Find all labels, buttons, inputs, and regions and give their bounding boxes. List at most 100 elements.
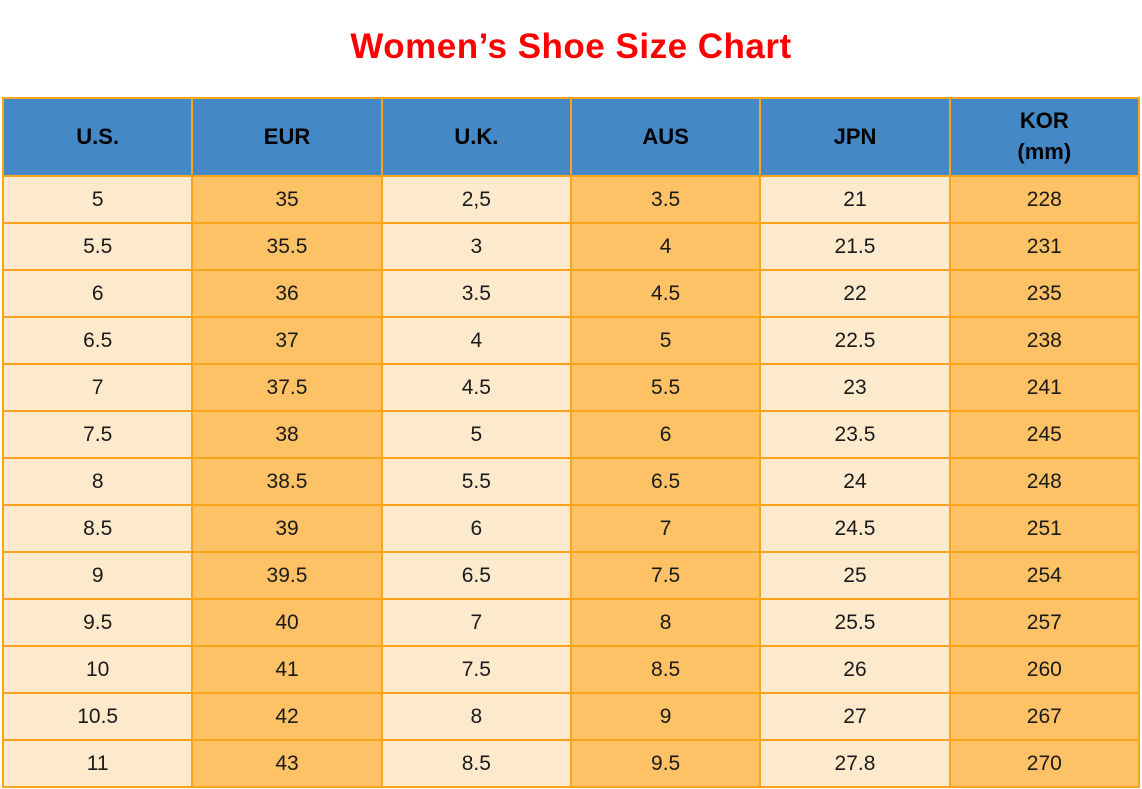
page-title: Women’s Shoe Size Chart xyxy=(350,27,792,66)
table-cell: 7 xyxy=(569,504,762,553)
column-header-us: U.S. xyxy=(1,97,194,177)
table-cell: 8 xyxy=(1,457,194,506)
table-cell: 36 xyxy=(191,269,383,318)
table-cell: 6.5 xyxy=(569,457,762,506)
column-header-uk: U.K. xyxy=(380,97,572,177)
table-cell: 5.5 xyxy=(1,222,194,271)
table-cell: 254 xyxy=(948,551,1141,600)
table-cell: 6.5 xyxy=(1,316,194,365)
table-cell: 8 xyxy=(380,692,572,741)
table-row: 5.5 35.5 3 4 21.5 231 xyxy=(1,222,1141,271)
table-cell: 251 xyxy=(948,504,1141,553)
table-cell: 10.5 xyxy=(1,692,194,741)
table-row: 11 43 8.5 9.5 27.8 270 xyxy=(1,739,1141,788)
column-header-label: U.K. xyxy=(454,123,499,149)
table-cell: 4.5 xyxy=(569,269,762,318)
table-cell: 22 xyxy=(759,269,951,318)
table-cell: 241 xyxy=(948,363,1141,412)
table-cell: 3.5 xyxy=(569,175,762,224)
table-cell: 21 xyxy=(759,175,951,224)
table-row: 7.5 38 5 6 23.5 245 xyxy=(1,410,1141,459)
column-header-aus: AUS xyxy=(569,97,762,177)
table-cell: 35.5 xyxy=(191,222,383,271)
table-cell: 24 xyxy=(759,457,951,506)
table-cell: 5 xyxy=(1,175,194,224)
table-cell: 267 xyxy=(948,692,1141,741)
table-cell: 228 xyxy=(948,175,1141,224)
table-cell: 5 xyxy=(569,316,762,365)
table-cell: 8.5 xyxy=(1,504,194,553)
shoe-size-table: U.S. EUR U.K. AUS JPN KOR (mm) 5 35 2,5 3.5 21 228 5… xyxy=(1,97,1141,788)
table-cell: 39 xyxy=(191,504,383,553)
table-cell: 24.5 xyxy=(759,504,951,553)
column-header-eur: EUR xyxy=(191,97,383,177)
table-cell: 7 xyxy=(1,363,194,412)
table-cell: 9.5 xyxy=(1,598,194,647)
table-cell: 4 xyxy=(380,316,572,365)
table-cell: 23.5 xyxy=(759,410,951,459)
table-cell: 7.5 xyxy=(380,645,572,694)
table-cell: 7 xyxy=(380,598,572,647)
table-cell: 3 xyxy=(380,222,572,271)
table-cell: 38 xyxy=(191,410,383,459)
table-cell: 39.5 xyxy=(191,551,383,600)
table-cell: 37.5 xyxy=(191,363,383,412)
table-row: 9 39.5 6.5 7.5 25 254 xyxy=(1,551,1141,600)
table-cell: 4 xyxy=(569,222,762,271)
table-cell: 38.5 xyxy=(191,457,383,506)
table-cell: 8.5 xyxy=(380,739,572,788)
table-cell: 23 xyxy=(759,363,951,412)
column-header-label: KOR xyxy=(1019,108,1069,134)
table-cell: 6 xyxy=(569,410,762,459)
table-header: U.S. EUR U.K. AUS JPN KOR (mm) xyxy=(1,97,1141,177)
table-cell: 43 xyxy=(191,739,383,788)
table-cell: 10 xyxy=(1,645,194,694)
table-cell: 9 xyxy=(1,551,194,600)
table-cell: 245 xyxy=(948,410,1141,459)
table-row: 7 37.5 4.5 5.5 23 241 xyxy=(1,363,1141,412)
table-cell: 27.8 xyxy=(759,739,951,788)
table-cell: 7.5 xyxy=(569,551,762,600)
table-header-row: U.S. EUR U.K. AUS JPN KOR (mm) xyxy=(1,97,1141,177)
table-cell: 238 xyxy=(948,316,1141,365)
table-cell: 7.5 xyxy=(1,410,194,459)
table-cell: 25 xyxy=(759,551,951,600)
table-cell: 231 xyxy=(948,222,1141,271)
table-row: 6 36 3.5 4.5 22 235 xyxy=(1,269,1141,318)
table-cell: 235 xyxy=(948,269,1141,318)
column-header-kor: KOR (mm) xyxy=(948,97,1141,177)
table-row: 10.5 42 8 9 27 267 xyxy=(1,692,1141,741)
table-cell: 9.5 xyxy=(569,739,762,788)
table-row: 5 35 2,5 3.5 21 228 xyxy=(1,175,1141,224)
table-cell: 27 xyxy=(759,692,951,741)
table-cell: 42 xyxy=(191,692,383,741)
table-cell: 260 xyxy=(948,645,1141,694)
table-cell: 257 xyxy=(948,598,1141,647)
table-cell: 25.5 xyxy=(759,598,951,647)
table-row: 10 41 7.5 8.5 26 260 xyxy=(1,645,1141,694)
table-row: 8 38.5 5.5 6.5 24 248 xyxy=(1,457,1141,506)
table-cell: 21.5 xyxy=(759,222,951,271)
column-header-label: EUR xyxy=(263,123,311,149)
table-row: 6.5 37 4 5 22.5 238 xyxy=(1,316,1141,365)
table-cell: 11 xyxy=(1,739,194,788)
table-cell: 8.5 xyxy=(569,645,762,694)
table-row: 8.5 39 6 7 24.5 251 xyxy=(1,504,1141,553)
column-header-jpn: JPN xyxy=(759,97,951,177)
table-cell: 6.5 xyxy=(380,551,572,600)
table-cell: 41 xyxy=(191,645,383,694)
table-cell: 37 xyxy=(191,316,383,365)
column-header-label: JPN xyxy=(833,123,877,149)
table-row: 9.5 40 7 8 25.5 257 xyxy=(1,598,1141,647)
column-header-label: U.S. xyxy=(76,123,120,149)
table-cell: 2,5 xyxy=(380,175,572,224)
table-cell: 6 xyxy=(380,504,572,553)
column-header-sublabel: (mm) xyxy=(1017,139,1072,164)
table-cell: 3.5 xyxy=(380,269,572,318)
table-body: 5 35 2,5 3.5 21 228 5.5 35.5 3 4 21.5 231 6 36 3.5 4.5 2… xyxy=(1,175,1141,788)
table-cell: 40 xyxy=(191,598,383,647)
table-cell: 5.5 xyxy=(569,363,762,412)
column-header-label: AUS xyxy=(642,123,689,149)
table-cell: 270 xyxy=(948,739,1141,788)
